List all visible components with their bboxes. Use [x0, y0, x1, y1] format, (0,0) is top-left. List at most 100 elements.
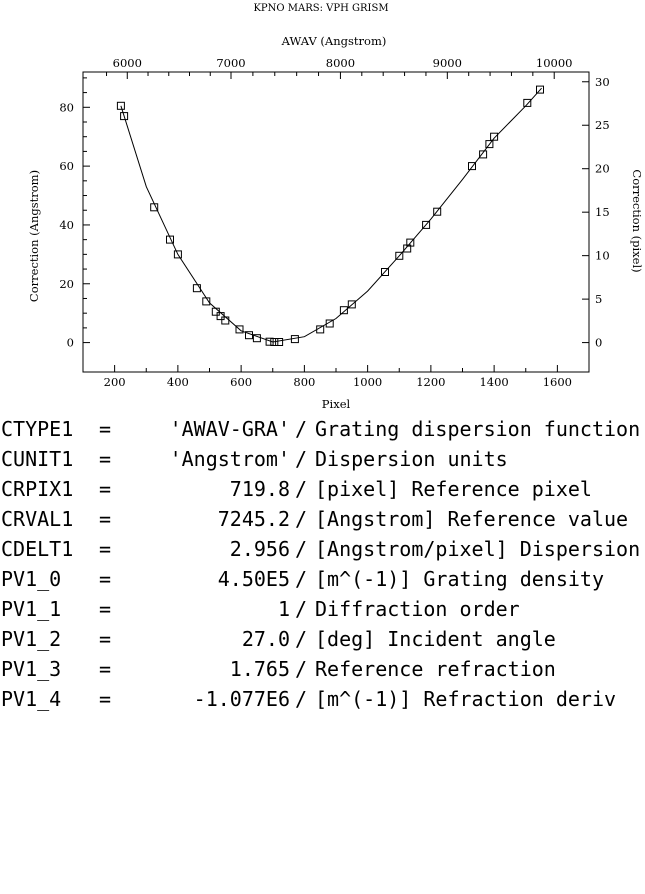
header-sep: /: [295, 447, 308, 471]
header-sep: /: [295, 537, 308, 561]
header-eq: =: [99, 507, 112, 531]
header-value: 4.50E5: [217, 567, 290, 591]
data-point: [485, 140, 494, 149]
header-comment: [Angstrom/pixel] Dispersion: [315, 537, 641, 561]
x2-tick-label: 9000: [433, 56, 462, 70]
header-value: 719.8: [229, 477, 290, 501]
data-point: [173, 250, 182, 259]
y2-tick-label: 30: [595, 75, 610, 89]
data-point: [166, 235, 174, 244]
x-tick-label: 600: [230, 375, 252, 389]
x2-axis-label: AWAV (Angstrom): [281, 34, 387, 48]
header-sep: /: [295, 627, 308, 651]
x2-tick-label: 7000: [216, 56, 245, 70]
x-tick-label: 400: [167, 375, 189, 389]
header-key: PV1_4: [1, 687, 62, 711]
points-layer: [116, 85, 544, 346]
y2-tick-label: 20: [595, 162, 610, 176]
x-tick-label: 800: [293, 375, 315, 389]
x-tick-label: 200: [104, 375, 126, 389]
header-key: PV1_3: [1, 657, 62, 681]
header-comment: [m^(-1)] Refraction deriv: [315, 687, 617, 711]
data-point: [316, 325, 325, 334]
data-point: [433, 207, 442, 216]
data-point: [202, 297, 211, 306]
header-eq: =: [99, 417, 112, 441]
data-point: [422, 220, 431, 229]
header-row-ctype1: CTYPE1 = 'AWAV-GRA' / Grating dispersion…: [0, 414, 640, 444]
header-row-cunit1: CUNIT1 = 'Angstrom' / Dispersion units: [0, 444, 508, 474]
y2-tick-label: 25: [595, 118, 610, 132]
header-sep: /: [295, 477, 308, 501]
header-key: PV1_1: [1, 597, 62, 621]
data-point: [252, 334, 261, 343]
y-tick-label: 20: [59, 277, 74, 291]
header-value: 'Angstrom': [169, 447, 290, 471]
header-row-crval1: CRVAL1 = 7245.2 / [Angstrom] Reference v…: [0, 504, 628, 534]
data-point: [245, 331, 253, 340]
data-point: [211, 307, 220, 316]
header-key: PV1_2: [1, 627, 62, 651]
header-eq: =: [99, 447, 112, 471]
header-comment: Dispersion units: [315, 447, 508, 471]
header-row-crpix1: CRPIX1 = 719.8 / [pixel] Reference pixel: [0, 474, 592, 504]
data-point: [536, 85, 544, 94]
header-key: CUNIT1: [1, 447, 74, 471]
data-point: [275, 338, 284, 346]
header-row-pv1-0: PV1_0 = 4.50E5 / [m^(-1)] Grating densit…: [0, 564, 604, 594]
data-point: [406, 238, 415, 247]
header-eq: =: [99, 567, 112, 591]
header-value: 7245.2: [217, 507, 290, 531]
data-point: [192, 284, 201, 293]
data-point: [120, 112, 129, 121]
header-eq: =: [99, 477, 112, 501]
header-comment: Diffraction order: [315, 597, 520, 621]
data-point: [468, 162, 476, 171]
header-row-pv1-1: PV1_1 = 1 / Diffraction order: [0, 594, 520, 624]
data-point: [290, 335, 299, 344]
fit-curve: [120, 87, 542, 343]
header-eq: =: [99, 657, 112, 681]
data-point: [339, 306, 348, 315]
header-sep: /: [295, 687, 308, 711]
header-row-cdelt1: CDELT1 = 2.956 / [Angstrom/pixel] Disper…: [0, 534, 640, 564]
ticks-layer: 200 400 600 800 1000 1200 1400 1600020406080051…: [59, 56, 609, 389]
header-sep: /: [295, 597, 308, 621]
data-point: [325, 319, 334, 328]
header-comment: [Angstrom] Reference value: [315, 507, 629, 531]
chart-svg: KPNO MARS: VPH GRISM AWAV (Angstrom) Pix…: [27, 3, 644, 411]
header-comment: Grating dispersion function: [315, 417, 641, 441]
header-key: CRPIX1: [1, 477, 74, 501]
y2-tick-label: 15: [595, 205, 610, 219]
x2-tick-label: 10000: [536, 56, 573, 70]
header-value: 27.0: [241, 627, 290, 651]
header-eq: =: [99, 627, 112, 651]
y-tick-label: 80: [59, 100, 74, 114]
chart-title: KPNO MARS: VPH GRISM: [253, 3, 388, 14]
header-key: CDELT1: [1, 537, 74, 561]
header-value: -1.077E6: [193, 687, 290, 711]
header-value: 2.956: [229, 537, 290, 561]
data-point: [150, 203, 159, 212]
data-point: [221, 316, 230, 325]
data-point: [116, 101, 125, 110]
data-point: [265, 337, 274, 346]
header-key: CRVAL1: [1, 507, 74, 531]
data-point: [479, 150, 488, 159]
data-point: [347, 300, 356, 309]
x-tick-label: 1400: [479, 375, 508, 389]
x2-tick-label: 6000: [113, 56, 142, 70]
data-point: [216, 312, 225, 321]
y-tick-label: 0: [67, 336, 74, 350]
data-point: [381, 268, 389, 276]
plot-frame: [82, 71, 590, 373]
header-key: PV1_0: [1, 567, 62, 591]
y2-axis-label: Correction (pixel): [630, 169, 644, 272]
x-tick-label: 1200: [416, 375, 445, 389]
y-axis-label: Correction (Angstrom): [27, 170, 41, 302]
data-point: [490, 132, 499, 141]
data-point: [270, 338, 279, 346]
header-value: 'AWAV-GRA': [169, 417, 290, 441]
data-point: [395, 251, 404, 260]
y-tick-label: 40: [59, 218, 74, 232]
